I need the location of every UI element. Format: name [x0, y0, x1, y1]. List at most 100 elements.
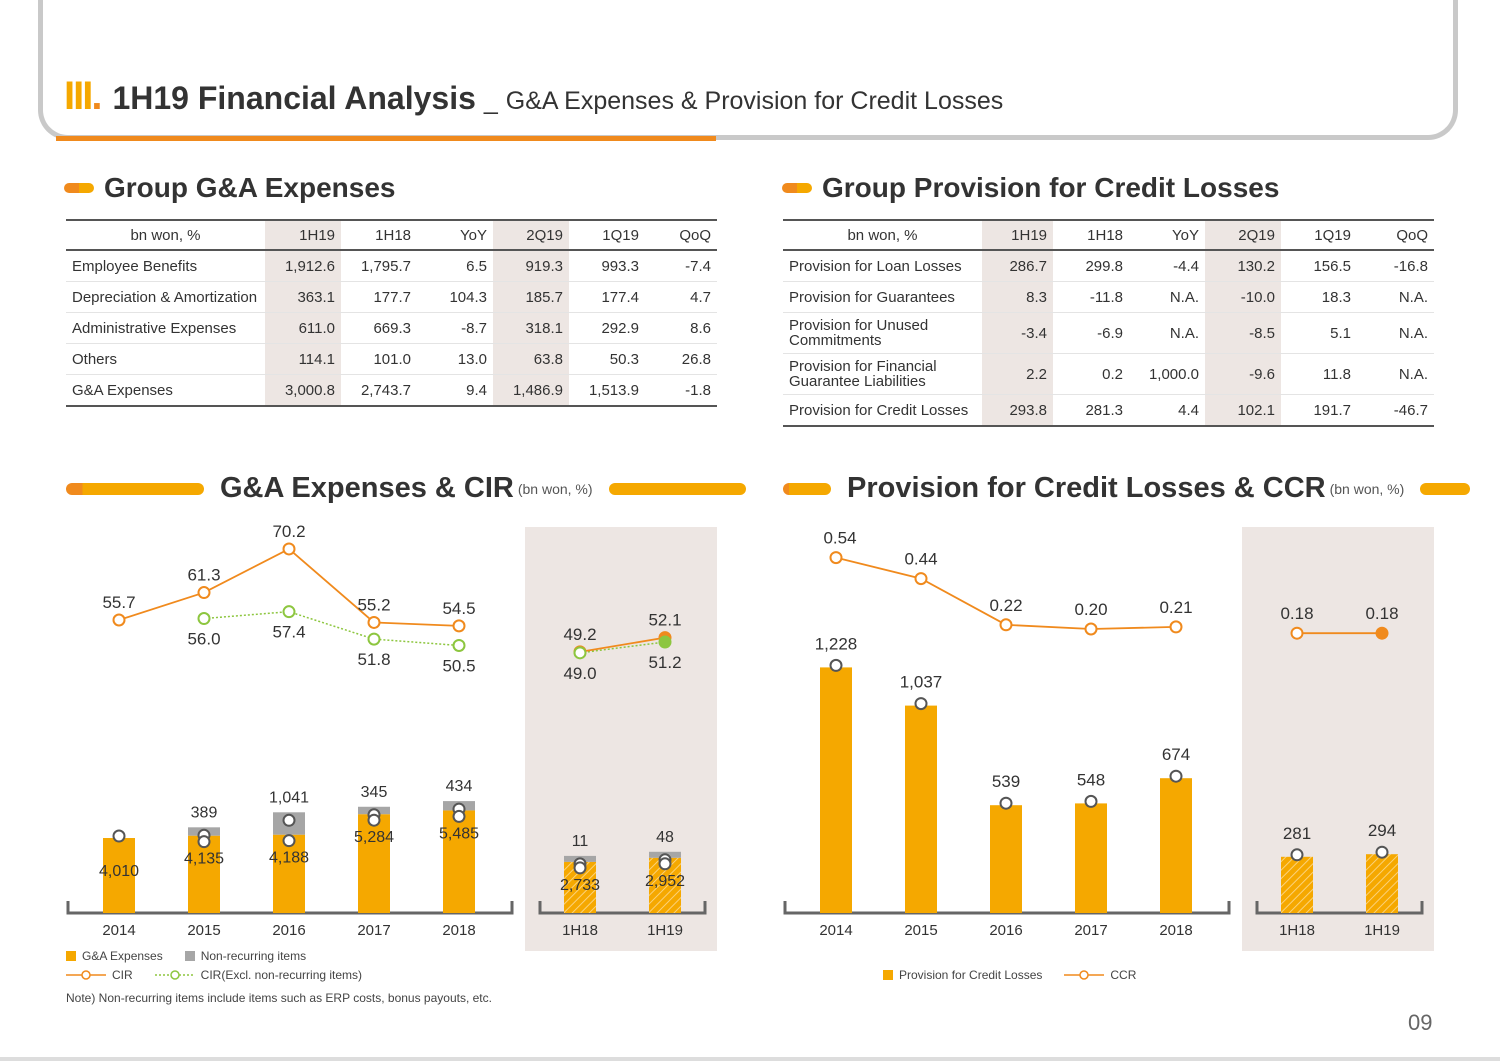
table-cell: 13.0	[417, 343, 493, 375]
table-cell: -11.8	[1053, 281, 1129, 313]
ccr-line	[835, 556, 1177, 630]
ccr-marker	[829, 551, 843, 565]
header-accent-line	[56, 136, 716, 141]
table-cell: 130.2	[1205, 250, 1281, 282]
cir-value-label: 70.2	[272, 525, 305, 541]
table-cell: 3,000.8	[265, 374, 341, 407]
legend-swatch	[184, 951, 195, 961]
table-cell: 299.8	[1053, 250, 1129, 282]
ga-expense-bar	[358, 814, 390, 913]
cir-excl-marker	[452, 638, 466, 652]
cir-value-label: 52.1	[648, 611, 681, 630]
ga-expenses-table: bn won, % 1H19 1H18 YoY 2Q19 1Q19 QoQ Employee …	[66, 219, 717, 407]
column-header: YoY	[417, 219, 493, 251]
ccr-marker	[914, 572, 928, 586]
table-cell: 101.0	[341, 343, 417, 375]
ccr-value-label: 0.18	[1280, 604, 1313, 623]
nonrecurring-label: 345	[361, 784, 388, 801]
ga-marker	[573, 861, 587, 875]
provision-value-label: 1,228	[815, 634, 858, 653]
legend-line-icon	[66, 970, 106, 980]
x-tick-label: 2017	[1074, 922, 1107, 939]
table-cell: 185.7	[493, 281, 569, 313]
legend-cir-excl: CIR(Excl. non-recurring items)	[154, 968, 362, 982]
table-cell: -3.4	[982, 312, 1053, 354]
legend-ccr: CCR	[1064, 968, 1136, 982]
table-header-row: bn won, % 1H19 1H18 YoY 2Q19 1Q19 QoQ	[66, 219, 717, 251]
page-title: 1H19 Financial Analysis	[112, 80, 476, 116]
legend-label: CCR	[1110, 968, 1137, 982]
axis-bracket	[538, 901, 707, 915]
ga-cir-chart: 2014 2015 2016 2017 2018 1H18 1H19 4,010 389 4,13…	[66, 525, 717, 951]
ga-marker	[367, 813, 381, 827]
column-header: QoQ	[645, 219, 717, 251]
table-cell: 281.3	[1053, 394, 1129, 427]
table-cell: 919.3	[493, 250, 569, 282]
ga-expense-bar	[188, 835, 220, 913]
cir-excl-marker	[658, 635, 672, 649]
ccr-value-label: 0.18	[1365, 604, 1398, 623]
half-year-panel	[1242, 527, 1434, 951]
table-cell: 293.8	[982, 394, 1053, 427]
table-cell: -1.8	[645, 374, 717, 407]
axis-bracket	[1255, 901, 1424, 915]
table-row: Depreciation & Amortization 363.1 177.7 104…	[66, 281, 717, 313]
ccr-marker	[1169, 620, 1183, 634]
table-cell: 9.4	[417, 374, 493, 407]
table-cell: N.A.	[1357, 312, 1434, 354]
row-label: Provision for Financial Guarantee Liabil…	[783, 353, 982, 395]
column-header: 1H18	[1053, 219, 1129, 251]
table-cell: -10.0	[1205, 281, 1281, 313]
provision-bar	[1160, 778, 1192, 913]
provision-bar	[905, 705, 937, 913]
ga-chart-header: G&A Expenses & CIR (bn won, %)	[66, 472, 746, 505]
row-label: Provision for Guarantees	[783, 281, 982, 313]
provision-bar	[1281, 856, 1313, 913]
x-tick-label: 2018	[1159, 922, 1192, 939]
nonrecurring-marker	[282, 813, 296, 827]
row-label: Depreciation & Amortization	[66, 281, 265, 313]
x-tick-label: 2016	[272, 922, 305, 939]
legend-ga-expenses: G&A Expenses	[66, 949, 163, 963]
table-cell: 104.3	[417, 281, 493, 313]
ccr-value-label: 0.22	[989, 596, 1022, 615]
table-cell: 2,743.7	[341, 374, 417, 407]
table-cell: 669.3	[341, 312, 417, 344]
header-frame	[38, 0, 1458, 140]
table-cell: 286.7	[982, 250, 1053, 282]
cir-value-label: 54.5	[442, 599, 475, 618]
legend-label: Non-recurring items	[200, 949, 307, 963]
table-cell: -6.9	[1053, 312, 1129, 354]
legend-line-icon	[1064, 970, 1105, 980]
table-row: Administrative Expenses 611.0 669.3 -8.7 318…	[66, 312, 717, 344]
ccr-marker	[1375, 626, 1389, 640]
prov-table-title: Group Provision for Credit Losses	[782, 172, 1279, 204]
table-row: Provision for Financial Guarantee Liabil…	[783, 353, 1434, 395]
ga-expense-bar	[103, 838, 135, 913]
provision-bar	[1366, 854, 1398, 913]
header-deco-bar	[1420, 482, 1471, 495]
row-label: Provision for Unused Commitments	[783, 312, 982, 354]
provision-bar	[1075, 803, 1107, 913]
prov-legend: Provision for Credit Losses CCR	[883, 968, 1158, 982]
nonrecurring-label: 48	[656, 829, 674, 846]
table-cell: 1,486.9	[493, 374, 569, 407]
x-tick-label: 2014	[102, 922, 135, 939]
table-row: Provision for Unused Commitments -3.4 -6.9…	[783, 312, 1434, 354]
table-cell: N.A.	[1357, 281, 1434, 313]
provision-marker	[829, 658, 843, 672]
table-cell: N.A.	[1357, 353, 1434, 395]
prov-chart-title: Provision for Credit Losses & CCR	[847, 472, 1326, 504]
cir-marker	[112, 613, 126, 627]
provision-marker	[999, 796, 1013, 810]
table-cell: -46.7	[1357, 394, 1434, 427]
table-cell: 11.8	[1281, 353, 1357, 395]
ga-value-label: 4,135	[184, 851, 224, 868]
table-cell: 2.2	[982, 353, 1053, 395]
cir-excl-value-label: 57.4	[272, 623, 305, 642]
table-cell: 114.1	[265, 343, 341, 375]
x-tick-label: 1H18	[1279, 922, 1315, 939]
cir-excl-marker	[282, 605, 296, 619]
header-deco-bar	[783, 482, 831, 495]
column-header: 2Q19	[1205, 219, 1281, 251]
